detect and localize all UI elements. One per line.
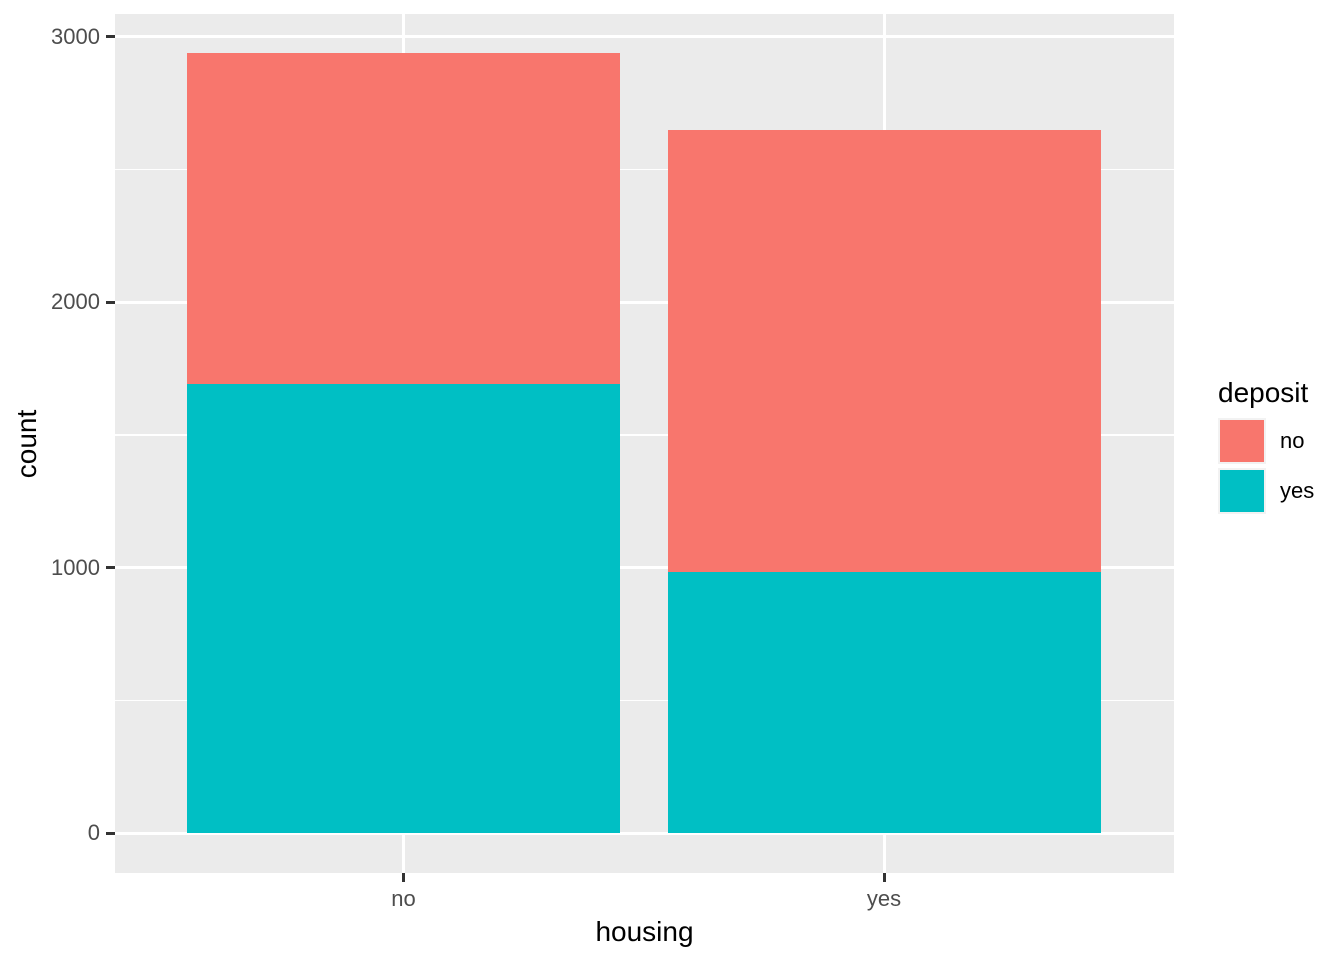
y-tick-label-3000: 3000 [51, 23, 100, 49]
y-tick-label-1000: 1000 [51, 554, 100, 580]
x-tick-yes [882, 873, 886, 882]
gridline-minor-y-2500 [115, 168, 1174, 171]
x-axis-title: housing [595, 916, 694, 947]
bar-no-segment-no [187, 52, 620, 385]
y-tick-0 [106, 831, 115, 835]
legend-item-yes: yes [1218, 468, 1314, 514]
bar-yes-segment-yes [667, 571, 1101, 834]
gridline-minor-y-500 [115, 699, 1174, 702]
legend-title: deposit [1218, 377, 1309, 408]
legend-key-no [1218, 418, 1266, 464]
y-axis-title: count [11, 409, 42, 478]
x-tick-label-no: no [391, 886, 416, 911]
y-tick-2000 [106, 300, 115, 304]
legend: deposit no yes [1218, 377, 1314, 518]
plot-panel [115, 14, 1174, 873]
y-tick-1000 [106, 566, 115, 570]
x-tick-label-yes: yes [866, 886, 902, 911]
legend-swatch-yes [1220, 470, 1264, 512]
y-tick-label-2000: 2000 [51, 289, 100, 315]
x-tick-no [402, 873, 405, 882]
bar-no-segment-yes [187, 384, 620, 834]
gridline-major-y-2000 [115, 300, 1174, 304]
legend-label-no: no [1280, 428, 1305, 453]
bar-yes-segment-no [667, 129, 1101, 572]
legend-item-no: no [1218, 418, 1314, 464]
legend-key-yes [1218, 468, 1266, 514]
y-tick-3000 [106, 35, 115, 39]
gridline-minor-y-1500 [115, 434, 1174, 436]
gridline-major-y-1000 [115, 566, 1174, 570]
legend-swatch-no [1220, 420, 1264, 462]
legend-items: no yes [1218, 418, 1314, 514]
gridline-major-y-0 [115, 831, 1174, 835]
y-tick-label-0: 0 [87, 820, 100, 846]
gridline-major-y-3000 [115, 35, 1174, 39]
legend-label-yes: yes [1280, 478, 1315, 503]
